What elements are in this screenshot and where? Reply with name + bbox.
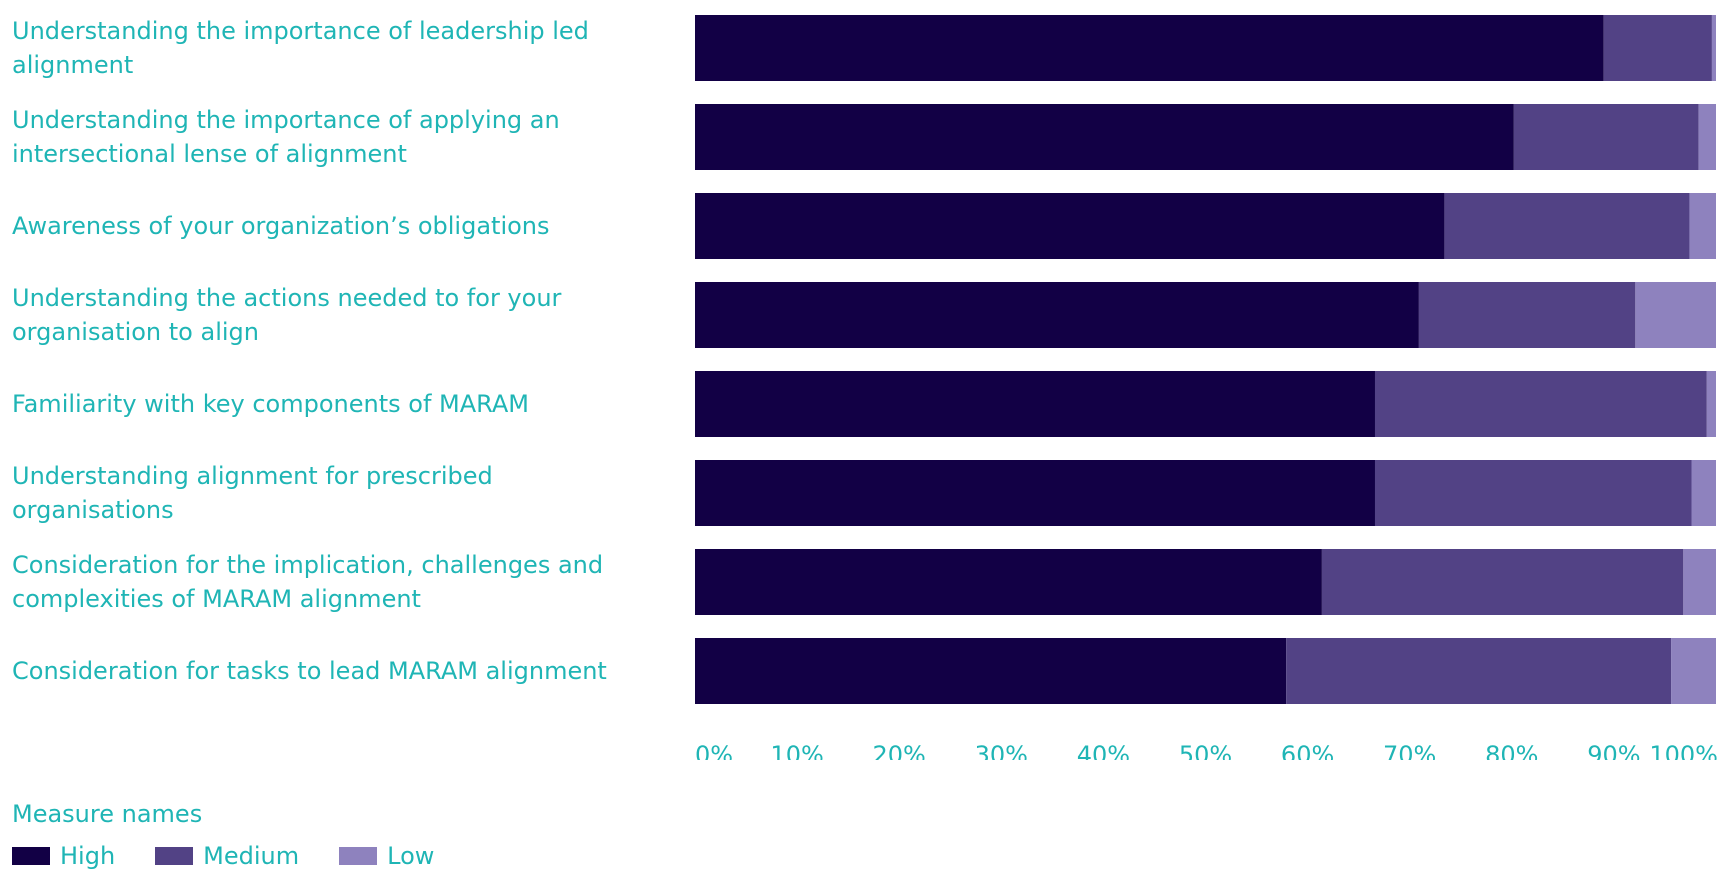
x-tick-label-20-2: 20% [873,741,926,760]
category-label-line: intersectional lense of alignment [12,140,407,168]
category-label-1: Understanding the importance of leadersh… [12,17,589,79]
bar-low-5 [1706,371,1716,437]
category-label-line: Familiarity with key components of MARAM [12,390,529,418]
bar-high-4 [695,282,1419,348]
bar-low-2 [1698,104,1716,170]
x-tick-label-10-1: 10% [770,741,823,760]
bar-low-4 [1635,282,1716,348]
category-label-line: Awareness of your organization’s obligat… [12,212,550,240]
legend-item-medium: Medium [155,842,299,870]
category-label-5: Familiarity with key components of MARAM [12,390,529,418]
category-label-line: organisation to align [12,318,259,346]
legend-title: Measure names [12,800,203,828]
category-label-4: Understanding the actions needed to for … [12,284,562,346]
legend-swatch-high [12,847,50,865]
category-label-6: Understanding alignment for prescribed or… [12,462,493,524]
bar-medium-6 [1374,460,1692,526]
legend: Measure names High Medium Low [12,800,474,870]
bar-high-8 [695,638,1287,704]
bar-high-5 [695,371,1375,437]
bar-medium-3 [1444,193,1690,259]
x-tick-label-30-3: 30% [975,741,1028,760]
category-label-line: Understanding the importance of applying… [12,106,560,134]
category-label-line: Consideration for the implication, chall… [12,551,603,579]
x-tick-label-60-6: 60% [1281,741,1334,760]
category-label-7: Consideration for the implication, chall… [12,551,603,613]
x-tick-label-70-7: 70% [1383,741,1436,760]
legend-items: High Medium Low [12,842,474,870]
bar-low-7 [1683,549,1716,615]
x-tick-label-100-10: 100% [1649,741,1718,760]
category-label-line: Understanding the actions needed to for … [12,284,562,312]
bar-medium-5 [1374,371,1707,437]
bar-low-1 [1711,15,1716,81]
legend-swatch-medium [155,847,194,865]
category-label-line: organisations [12,496,174,524]
bar-medium-8 [1286,638,1672,704]
x-tick-label-80-8: 80% [1485,741,1538,760]
bar-low-3 [1689,193,1716,259]
category-label-2: Understanding the importance of applying… [12,106,560,168]
bar-high-3 [695,193,1445,259]
category-label-line: Understanding the importance of leadersh… [12,17,589,45]
x-tick-label-50-5: 50% [1179,741,1232,760]
bar-low-6 [1691,460,1716,526]
bar-medium-2 [1513,104,1699,170]
bar-high-1 [695,15,1604,81]
legend-item-high: High [12,842,115,870]
bar-high-7 [695,549,1322,615]
category-label-line: alignment [12,51,133,79]
x-tick-label-90-9: 90% [1587,741,1640,760]
bar-high-2 [695,104,1514,170]
category-label-line: Consideration for tasks to lead MARAM al… [12,657,607,685]
category-label-line: Understanding alignment for prescribed [12,462,493,490]
stacked-bar-chart: Understanding the importance of leadersh… [12,15,1718,760]
bar-high-6 [695,460,1375,526]
x-tick-label-40-4: 40% [1077,741,1130,760]
bar-medium-1 [1603,15,1712,81]
legend-swatch-low [339,847,378,865]
bar-low-8 [1671,638,1716,704]
legend-label-low: Low [387,842,435,870]
category-label-3: Awareness of your organization’s obligat… [12,212,550,240]
legend-label-high: High [60,842,116,870]
category-label-line: complexities of MARAM alignment [12,585,421,613]
legend-item-low: Low [339,842,434,870]
category-label-8: Consideration for tasks to lead MARAM al… [12,657,607,685]
legend-label-medium: Medium [203,842,300,870]
x-tick-label-0-0: 0% [695,741,733,760]
bar-medium-7 [1321,549,1684,615]
bar-medium-4 [1418,282,1636,348]
